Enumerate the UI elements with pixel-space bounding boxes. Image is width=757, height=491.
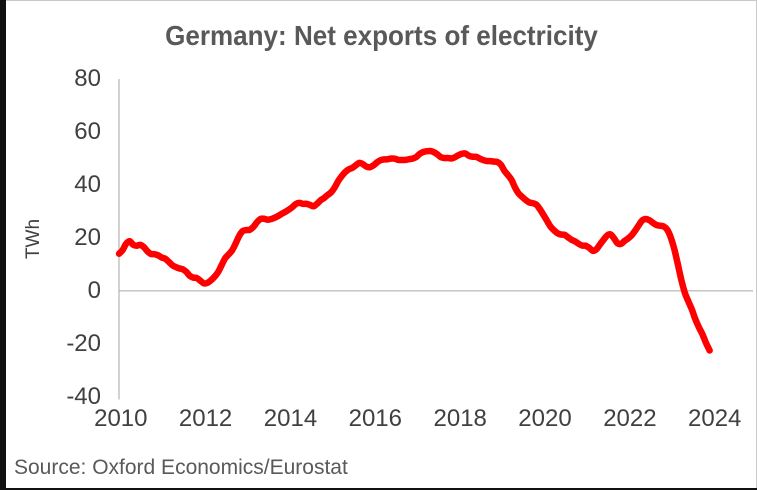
svg-text:TWh: TWh xyxy=(23,219,44,259)
